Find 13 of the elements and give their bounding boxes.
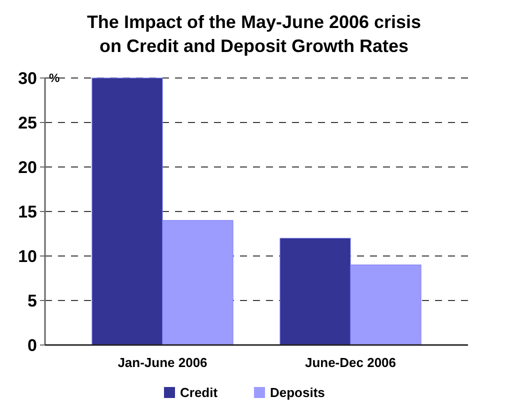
y-tick-label: 5 <box>28 291 37 310</box>
y-tick-label: 20 <box>18 158 37 177</box>
y-tick-label: 0 <box>28 336 37 355</box>
chart-title: The Impact of the May-June 2006 crisis on Credit and Deposit Growth Rates <box>86 12 422 56</box>
y-tick-label: 25 <box>18 113 37 132</box>
y-axis-title: % <box>49 71 60 85</box>
y-tick-label: 10 <box>18 246 37 266</box>
x-tick-label: Jan-June 2006 <box>118 355 208 370</box>
y-tick-label: 15 <box>18 202 37 222</box>
legend-label: Deposits <box>270 385 325 400</box>
x-tick-label: June-Dec 2006 <box>304 355 396 370</box>
y-tick-label: 30 <box>18 68 37 88</box>
legend-label: Credit <box>180 385 218 400</box>
